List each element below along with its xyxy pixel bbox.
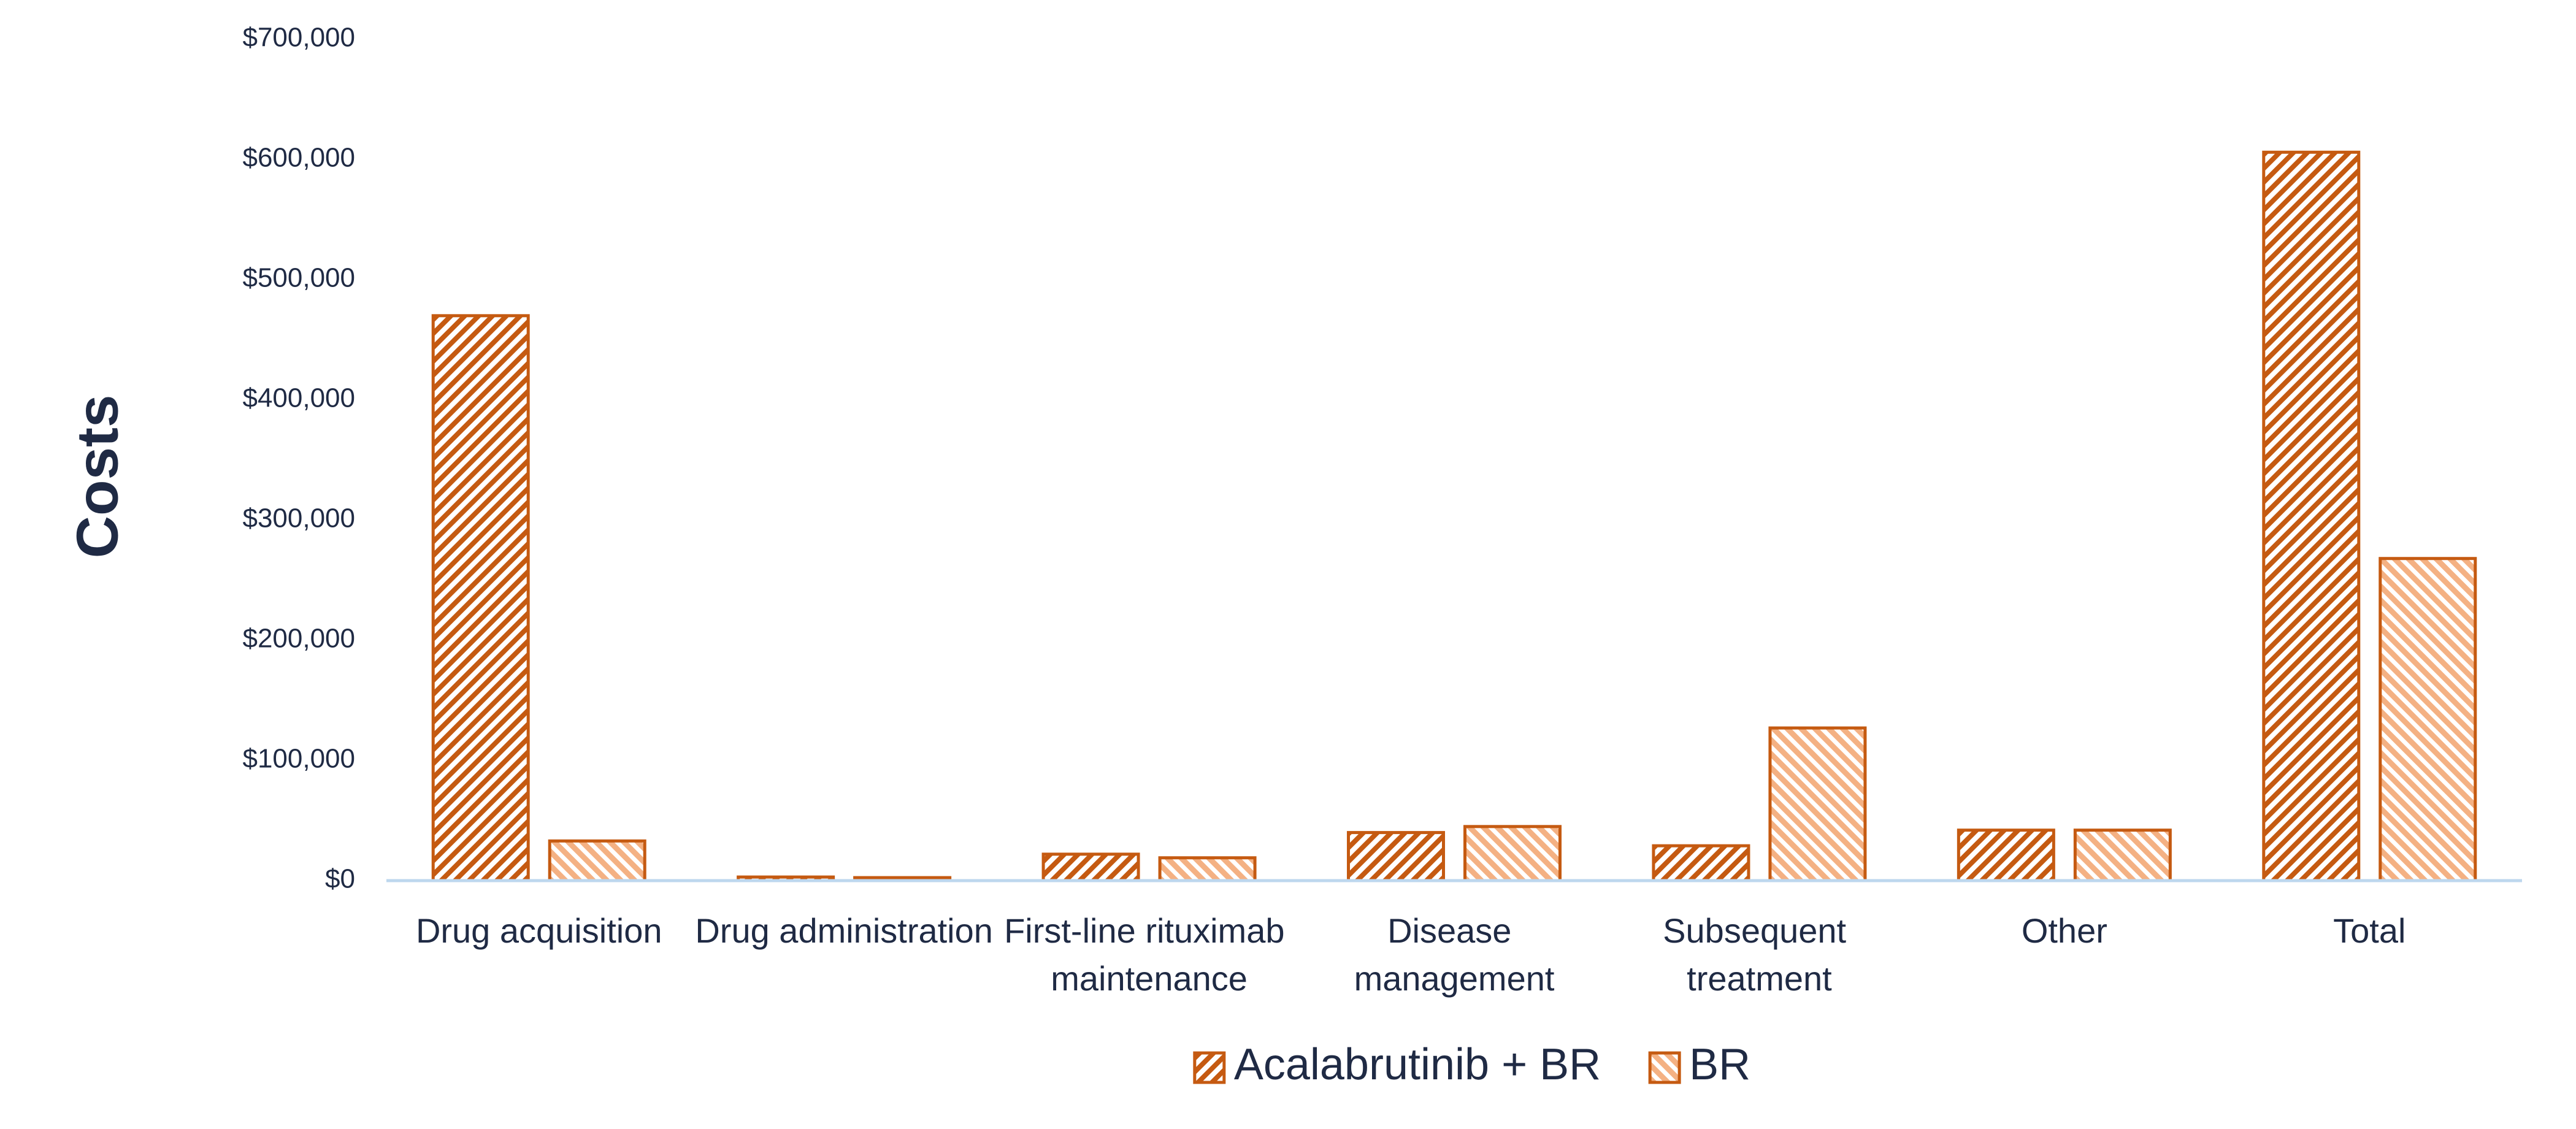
legend-label: Acalabrutinib + BR bbox=[1234, 1040, 1601, 1089]
bar bbox=[1347, 831, 1445, 882]
bar bbox=[548, 839, 646, 882]
bar bbox=[2379, 557, 2477, 882]
legend-item: BR bbox=[1648, 1040, 1750, 1089]
y-tick-label: $200,000 bbox=[242, 624, 355, 654]
x-tick-label: Subsequent treatment bbox=[1663, 911, 1855, 998]
y-axis-title: Costs bbox=[64, 395, 130, 559]
y-tick-label: $700,000 bbox=[242, 23, 355, 53]
legend-item: Acalabrutinib + BR bbox=[1193, 1040, 1601, 1089]
x-tick-label: Drug acquisition bbox=[416, 911, 662, 950]
legend-marker bbox=[1193, 1051, 1226, 1084]
y-tick-label: $100,000 bbox=[242, 744, 355, 774]
bar bbox=[431, 314, 530, 882]
y-tick-label: $600,000 bbox=[242, 143, 355, 173]
x-tick-label: Disease management bbox=[1354, 911, 1555, 998]
y-tick-label: $400,000 bbox=[242, 383, 355, 413]
bar bbox=[1768, 726, 1867, 882]
bar bbox=[1652, 844, 1750, 882]
bar bbox=[2073, 829, 2172, 882]
y-tick-label: $300,000 bbox=[242, 503, 355, 534]
x-tick-label: Total bbox=[2333, 911, 2405, 950]
x-tick-label: First-line rituximab maintenance bbox=[1004, 911, 1294, 998]
bar bbox=[1158, 856, 1257, 882]
bar bbox=[2262, 150, 2361, 882]
x-tick-label: Other bbox=[2022, 911, 2107, 950]
legend-marker bbox=[1648, 1051, 1681, 1084]
bar bbox=[1463, 825, 1562, 882]
legend-label: BR bbox=[1689, 1040, 1750, 1089]
y-tick-label: $500,000 bbox=[242, 263, 355, 293]
x-tick-label: Drug administration bbox=[695, 911, 993, 950]
y-tick-label: $0 bbox=[325, 864, 355, 894]
bar bbox=[1957, 829, 2055, 882]
bar bbox=[1041, 852, 1140, 882]
